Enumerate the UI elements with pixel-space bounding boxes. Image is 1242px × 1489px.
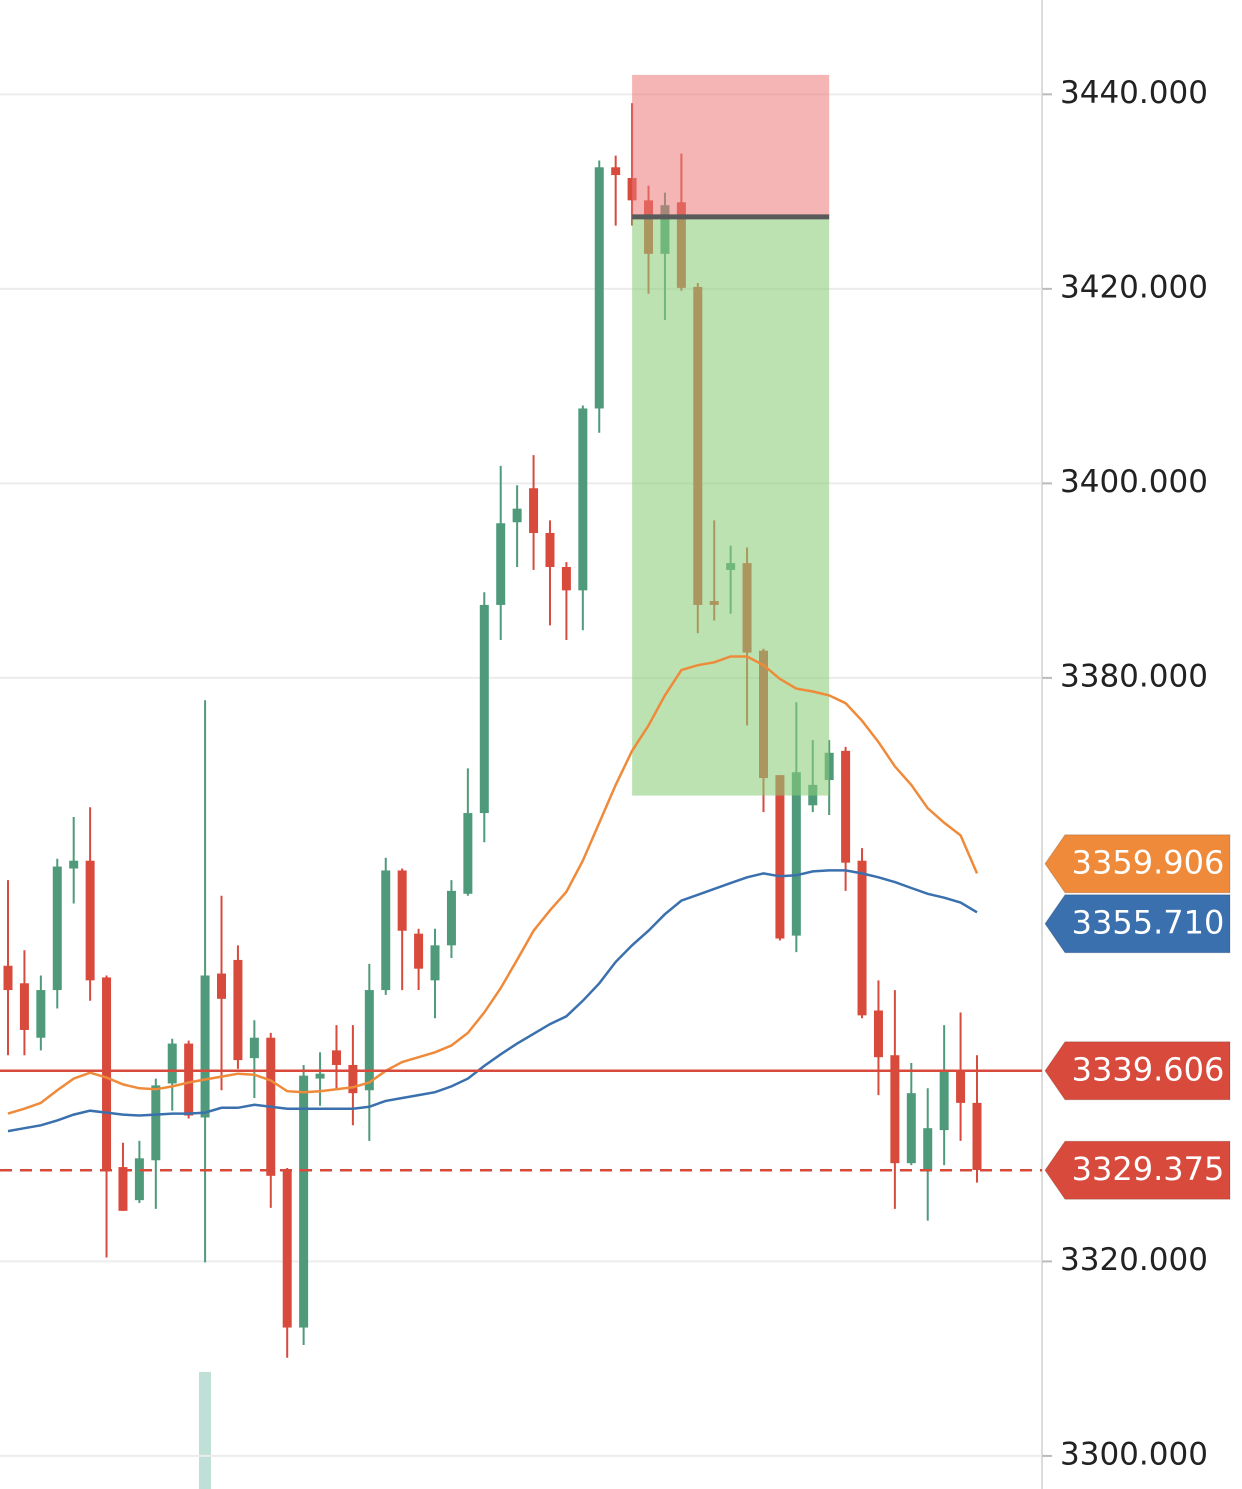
candle-body bbox=[446, 890, 456, 946]
candle-body bbox=[85, 860, 95, 981]
y-tick-label: 3320.000 bbox=[1060, 1242, 1208, 1278]
candle-body bbox=[775, 775, 785, 939]
price-tag bbox=[1044, 1140, 1231, 1200]
candle-body bbox=[463, 813, 473, 894]
candle-body bbox=[611, 167, 621, 176]
candle-body bbox=[857, 860, 867, 1016]
candle-body bbox=[545, 532, 555, 568]
candle-body bbox=[529, 488, 539, 533]
candle-body bbox=[3, 965, 13, 991]
candle-body bbox=[561, 567, 571, 591]
candle-body bbox=[217, 973, 227, 999]
price-tag bbox=[1044, 1041, 1231, 1101]
y-tick-label: 3420.000 bbox=[1060, 269, 1208, 305]
y-tick-label: 3380.000 bbox=[1060, 658, 1208, 694]
candle-body bbox=[151, 1085, 161, 1161]
candle-body bbox=[134, 1158, 144, 1201]
candle-body bbox=[364, 990, 374, 1091]
ma-line bbox=[7, 869, 978, 1133]
candle-body bbox=[348, 1064, 358, 1094]
candle-body bbox=[956, 1070, 966, 1103]
candle-body bbox=[167, 1043, 177, 1084]
stop-zone bbox=[632, 74, 830, 217]
y-tick-label: 3440.000 bbox=[1060, 75, 1208, 111]
candle-body bbox=[397, 870, 407, 931]
candle-body bbox=[430, 945, 440, 981]
candle-body bbox=[299, 1075, 309, 1328]
candle-body bbox=[118, 1167, 128, 1211]
price-tag-label: 3339.606 bbox=[1072, 1051, 1225, 1089]
price-tag-label: 3329.375 bbox=[1072, 1150, 1225, 1188]
candle-body bbox=[824, 752, 834, 780]
candle-body bbox=[578, 408, 588, 591]
candle-body bbox=[414, 933, 424, 969]
price-tag bbox=[1044, 894, 1231, 954]
candle-body bbox=[496, 523, 506, 605]
candle-body bbox=[841, 750, 851, 863]
candle-body bbox=[249, 1037, 259, 1059]
price-tag-label: 3359.906 bbox=[1072, 844, 1225, 882]
price-tag-label: 3355.710 bbox=[1072, 904, 1225, 942]
candle-body bbox=[972, 1102, 982, 1170]
candle-body bbox=[69, 860, 79, 869]
candle-body bbox=[479, 604, 489, 814]
ma-line bbox=[7, 655, 979, 1115]
y-tick-label: 3300.000 bbox=[1060, 1436, 1208, 1472]
candle-body bbox=[331, 1050, 341, 1065]
candle-body bbox=[36, 990, 46, 1038]
y-tick-label: 3400.000 bbox=[1060, 464, 1208, 500]
candle-body bbox=[923, 1128, 933, 1170]
candle-body bbox=[873, 1010, 883, 1058]
candle-body bbox=[102, 977, 112, 1170]
volume-bar bbox=[199, 1372, 211, 1489]
candle-body bbox=[791, 772, 801, 936]
candle-body bbox=[594, 167, 604, 409]
candle-body bbox=[939, 1070, 949, 1131]
candle-body bbox=[906, 1093, 916, 1164]
candle-body bbox=[315, 1073, 325, 1079]
candle-body bbox=[890, 1055, 900, 1164]
candle-body bbox=[233, 959, 243, 1061]
candle-body bbox=[200, 975, 210, 1118]
candle-body bbox=[52, 866, 62, 991]
candle-body bbox=[19, 983, 29, 1030]
target-zone bbox=[632, 216, 830, 796]
candle-body bbox=[512, 508, 522, 523]
candle-body bbox=[184, 1043, 194, 1116]
price-tag bbox=[1044, 834, 1231, 894]
candle-body bbox=[282, 1169, 292, 1328]
candle-body bbox=[381, 870, 391, 991]
